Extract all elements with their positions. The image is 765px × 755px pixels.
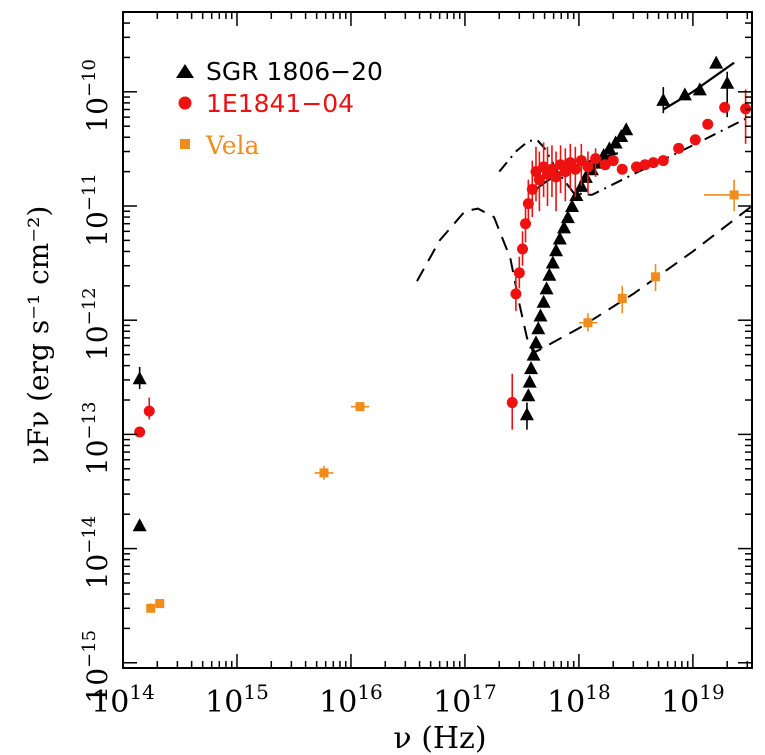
- data-point: [619, 122, 634, 136]
- legend-triangle-marker: [176, 64, 194, 78]
- data-point: [607, 155, 619, 167]
- solid-model-highE: [662, 61, 735, 111]
- data-point: [630, 161, 642, 173]
- x-tick-label: 1015: [205, 680, 269, 720]
- data-point: [549, 243, 564, 257]
- data-point: [526, 347, 541, 361]
- data-point: [578, 169, 593, 183]
- data-point: [557, 220, 572, 234]
- y-tick-label: 10−11: [79, 173, 114, 247]
- data-point: [146, 603, 156, 613]
- legend: SGR 1806−20 1E1841−04 Vela: [176, 57, 383, 160]
- y-tick-label: 10−12: [79, 287, 114, 361]
- data-point: [720, 75, 735, 89]
- data-point: [533, 174, 545, 186]
- data-point: [545, 255, 560, 269]
- data-point: [565, 199, 580, 213]
- axes-frame: [122, 11, 753, 669]
- data-point: [542, 267, 557, 281]
- dashed-model: [416, 205, 753, 354]
- data-point: [134, 426, 146, 438]
- x-axis-label: ν (Hz): [393, 721, 486, 755]
- data-point: [517, 243, 529, 255]
- data-point: [524, 361, 539, 375]
- series-1e1841: [134, 89, 752, 438]
- data-point: [531, 321, 546, 335]
- data-point: [617, 293, 627, 303]
- data-point: [539, 281, 554, 295]
- data-point: [519, 407, 534, 421]
- legend-square-marker: [180, 139, 190, 149]
- data-point: [692, 82, 707, 96]
- data-point: [569, 163, 581, 175]
- data-point: [647, 157, 659, 169]
- data-point: [614, 129, 629, 143]
- data-point: [319, 468, 329, 478]
- data-point: [719, 101, 731, 113]
- data-point: [132, 518, 147, 532]
- y-tick-label: 10−15: [79, 630, 114, 704]
- data-point: [569, 187, 584, 201]
- data-point: [677, 87, 692, 101]
- data-points: [132, 55, 752, 613]
- data-point: [520, 218, 532, 230]
- data-point: [355, 402, 365, 412]
- legend-label-1e1841: 1E1841−04: [206, 89, 354, 118]
- data-point: [657, 155, 669, 167]
- data-point: [528, 335, 543, 349]
- legend-item-vela: Vela: [180, 131, 260, 160]
- y-tick-label: 10−13: [79, 402, 114, 476]
- legend-item-sgr: SGR 1806−20: [176, 57, 383, 86]
- data-point: [590, 153, 602, 165]
- legend-item-1e1841: 1E1841−04: [178, 89, 354, 118]
- legend-circle-marker: [178, 96, 192, 110]
- data-point: [522, 374, 537, 388]
- legend-label-sgr: SGR 1806−20: [206, 57, 383, 86]
- data-point: [533, 308, 548, 322]
- data-point: [702, 118, 714, 130]
- series-vela: [146, 179, 751, 613]
- data-point: [526, 183, 538, 195]
- x-tick-label: 1014: [91, 680, 155, 720]
- data-point: [673, 142, 685, 154]
- data-point: [560, 210, 575, 224]
- y-tick-label: 10−14: [79, 516, 114, 590]
- data-point: [616, 163, 628, 175]
- y-tick-label: 10−10: [79, 59, 114, 133]
- data-point: [729, 190, 739, 200]
- series-sgr: [132, 55, 735, 532]
- data-point: [559, 166, 571, 178]
- data-point: [550, 171, 562, 183]
- data-point: [709, 55, 724, 69]
- data-point: [689, 134, 701, 146]
- x-tick-label: 1016: [319, 680, 383, 720]
- data-point: [510, 288, 522, 300]
- data-point: [536, 294, 551, 308]
- data-point: [143, 405, 155, 417]
- data-point: [521, 388, 536, 402]
- legend-label-vela: Vela: [205, 131, 260, 160]
- data-point: [552, 231, 567, 245]
- data-point: [132, 371, 147, 385]
- data-point: [513, 267, 525, 279]
- data-point: [582, 161, 594, 173]
- data-point: [522, 198, 534, 210]
- model-curves: [416, 61, 753, 354]
- y-axis-label: νFν (erg s⁻¹ cm⁻²): [22, 206, 55, 465]
- x-tick-label: 1019: [661, 680, 725, 720]
- plot-frame: [122, 11, 753, 669]
- data-point: [639, 159, 651, 171]
- data-point: [651, 272, 661, 282]
- data-point: [583, 318, 593, 328]
- x-tick-label: 1018: [547, 680, 611, 720]
- data-point: [506, 397, 518, 409]
- tick-labels: 1014 1015 1016 1017 1018 1019 10−10 10−11 10−12 1…: [79, 59, 725, 720]
- data-point: [656, 92, 671, 106]
- x-tick-label: 1017: [433, 680, 497, 720]
- data-point: [155, 599, 165, 609]
